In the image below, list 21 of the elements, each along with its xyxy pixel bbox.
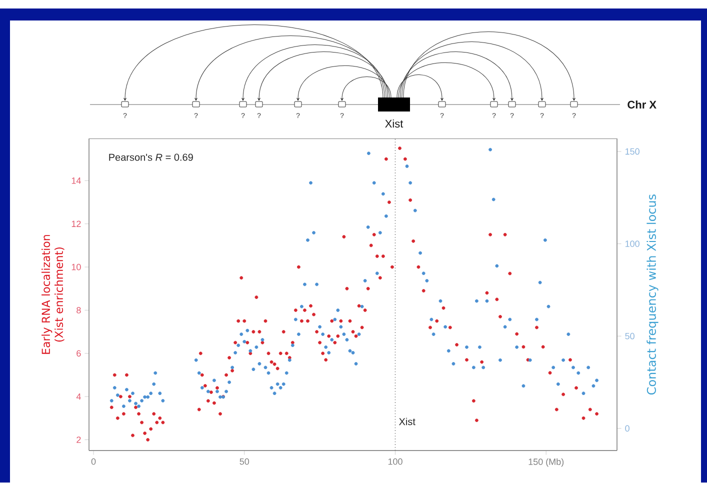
y2-tick-label: 100 [625, 240, 640, 248]
x-tick-label: 50 [240, 458, 250, 465]
y2-tick-label: 0 [625, 425, 630, 432]
x-tick-label: 150 (Mb) [528, 458, 564, 467]
y-tick-label: 8 [76, 307, 81, 314]
y-tick-label: 4 [76, 394, 81, 400]
x-tick-label: 0 [91, 458, 96, 465]
y2-tick-label: 50 [625, 333, 634, 340]
y2-axis-title: Contact frequency with Xist locus [646, 194, 658, 395]
annotation: Pearson's R = 0.69 [109, 154, 193, 162]
ref-line-label: Xist [398, 418, 416, 426]
text: Xist [385, 120, 404, 128]
x-tick-label: 100 [388, 458, 402, 465]
y-tick-label: 10 [72, 264, 81, 270]
y2-tick-label: 150 [625, 148, 640, 155]
text: Chr X [628, 100, 656, 109]
y-tick-label: 14 [72, 178, 81, 184]
y-tick-label: 12 [72, 220, 81, 228]
y-axis-title: Early RNA localization (Xist enrichment) [42, 235, 64, 354]
y-tick-label: 2 [76, 436, 81, 444]
y-tick-label: 6 [76, 350, 81, 357]
